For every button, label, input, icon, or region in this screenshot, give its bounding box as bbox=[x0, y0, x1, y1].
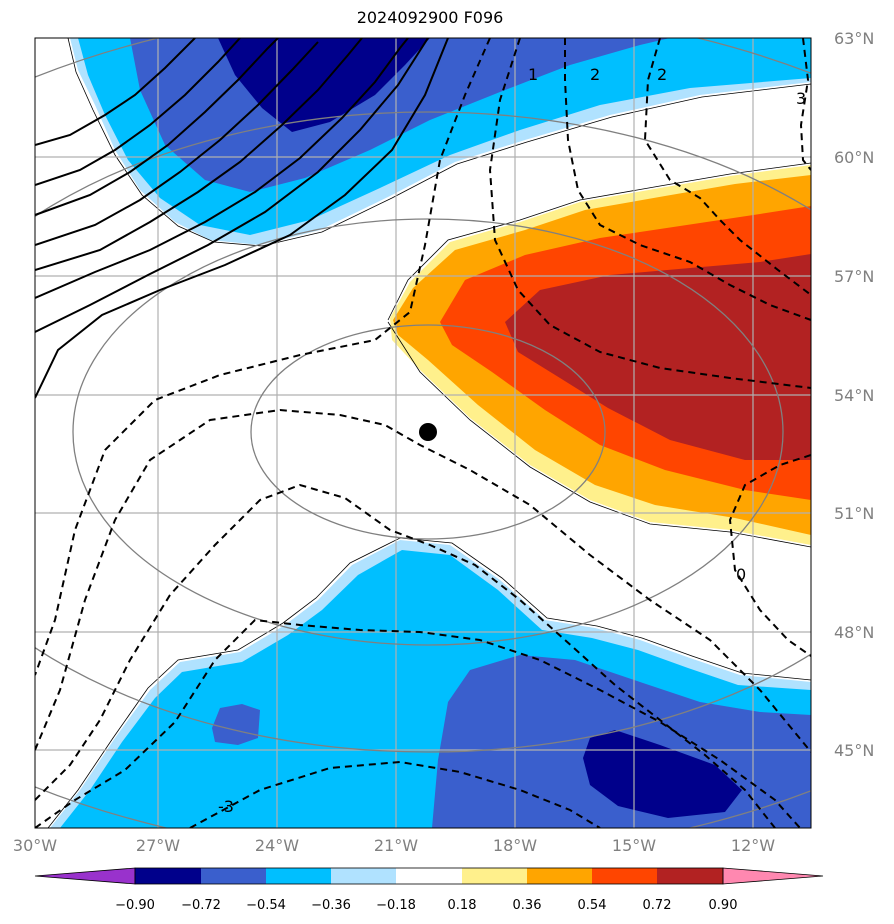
colorbar-bin-9 bbox=[657, 868, 723, 884]
lat-label-51n: 51°N bbox=[834, 504, 874, 523]
colorbar-extend-high bbox=[722, 867, 824, 885]
colorbar-tick-label: −0.18 bbox=[376, 898, 416, 913]
lon-label-15w: 15°W bbox=[612, 836, 656, 855]
anomaly-outlines bbox=[47, 38, 811, 828]
map-title: 2024092900 F096 bbox=[356, 8, 504, 27]
colorbar-tick-label: −0.72 bbox=[181, 898, 221, 913]
dashed-contours bbox=[35, 38, 811, 828]
lon-label-12w: 12°W bbox=[731, 836, 775, 855]
colorbar-tick-label: −0.54 bbox=[246, 898, 286, 913]
lat-label-60n: 60°N bbox=[834, 148, 874, 167]
colorbar-bin-1 bbox=[135, 868, 201, 884]
lon-label-30w: 30°W bbox=[13, 836, 57, 855]
lon-label-24w: 24°W bbox=[255, 836, 299, 855]
lon-label-18w: 18°W bbox=[493, 836, 537, 855]
contour-label-neg3: -3 bbox=[218, 797, 234, 816]
colorbar-extend-low bbox=[34, 867, 136, 885]
colorbar-bin-7 bbox=[527, 868, 592, 884]
colorbar-bin-8 bbox=[592, 868, 657, 884]
contour-label-1: 1 bbox=[528, 65, 538, 84]
colorbar-frame bbox=[134, 867, 724, 885]
lon-label-27w: 27°W bbox=[136, 836, 180, 855]
colorbar-bin-4 bbox=[331, 868, 396, 884]
storm-center-marker bbox=[419, 423, 437, 441]
solid-contours bbox=[35, 38, 449, 399]
lat-label-54n: 54°N bbox=[834, 386, 874, 405]
colorbar-tick-label: −0.90 bbox=[115, 898, 155, 913]
colorbar-bin-5 bbox=[396, 868, 462, 884]
lat-label-48n: 48°N bbox=[834, 623, 874, 642]
contour-label-2a: 2 bbox=[590, 65, 600, 84]
contour-label-2b: 2 bbox=[657, 65, 667, 84]
colorbar-bin-6 bbox=[462, 868, 527, 884]
colorbar-tick-label: 0.72 bbox=[643, 898, 672, 913]
map-frame bbox=[34, 37, 812, 829]
colorbar-bin-2 bbox=[201, 868, 266, 884]
colorbar-tick-label: 0.54 bbox=[578, 898, 607, 913]
colorbar-tick-label: 0.18 bbox=[448, 898, 477, 913]
colorbar-bin-3 bbox=[266, 868, 331, 884]
range-rings bbox=[35, 38, 811, 828]
negative-anomaly-south bbox=[50, 540, 811, 828]
lat-label-45n: 45°N bbox=[834, 741, 874, 760]
contour-label-0: 0 bbox=[736, 565, 746, 584]
colorbar-tick-label: 0.36 bbox=[513, 898, 542, 913]
negative-anomaly-north bbox=[70, 38, 811, 245]
lat-label-63n: 63°N bbox=[834, 29, 874, 48]
contour-label-3a: 3 bbox=[796, 89, 806, 108]
lat-label-57n: 57°N bbox=[834, 267, 874, 286]
colorbar: −0.90 −0.72 −0.54 −0.36 −0.18 0.18 0.36 … bbox=[34, 867, 824, 913]
lon-label-21w: 21°W bbox=[374, 836, 418, 855]
colorbar-tick-label: −0.36 bbox=[311, 898, 351, 913]
positive-anomaly-east bbox=[390, 165, 811, 545]
colorbar-tick-label: 0.90 bbox=[709, 898, 738, 913]
lat-lon-grid bbox=[35, 38, 811, 828]
